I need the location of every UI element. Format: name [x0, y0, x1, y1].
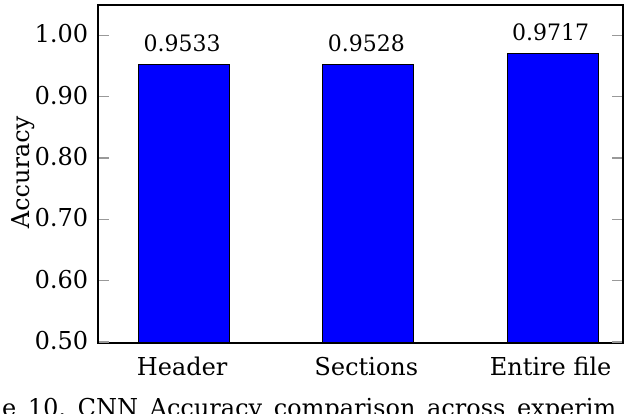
y-tick-label: 0.60	[34, 265, 88, 294]
y-tick-left	[99, 95, 109, 98]
bar-value-label: 0.9528	[327, 32, 405, 58]
plot-area	[97, 4, 624, 344]
y-tick-right	[612, 34, 622, 37]
x-category-label: Entire file	[489, 353, 612, 381]
y-tick-left	[99, 341, 109, 343]
figure-caption: e 10. CNN Accuracy comparison across exp…	[2, 394, 617, 414]
bar-sections	[322, 64, 415, 342]
y-tick-label: 0.90	[34, 81, 88, 110]
y-tick-right	[612, 157, 622, 159]
y-tick-right	[612, 279, 622, 282]
x-category-label: Header	[136, 353, 228, 381]
bar-entire-file	[506, 52, 599, 342]
y-tick-left	[99, 34, 109, 37]
y-tick-label: 0.50	[34, 327, 88, 355]
y-tick-right	[612, 95, 622, 98]
y-tick-label: 0.70	[34, 204, 88, 233]
y-tick-left	[99, 218, 109, 221]
x-category-label: Sections	[314, 353, 419, 381]
y-tick-label: 1.00	[34, 20, 88, 49]
y-tick-left	[99, 157, 109, 159]
y-tick-right	[612, 341, 622, 343]
y-tick-label: 0.80	[34, 143, 88, 172]
y-tick-right	[612, 218, 622, 221]
y-tick-left	[99, 279, 109, 282]
bar-value-label: 0.9533	[143, 32, 221, 58]
bar-value-label: 0.9717	[512, 20, 589, 46]
bar-header	[138, 64, 230, 342]
